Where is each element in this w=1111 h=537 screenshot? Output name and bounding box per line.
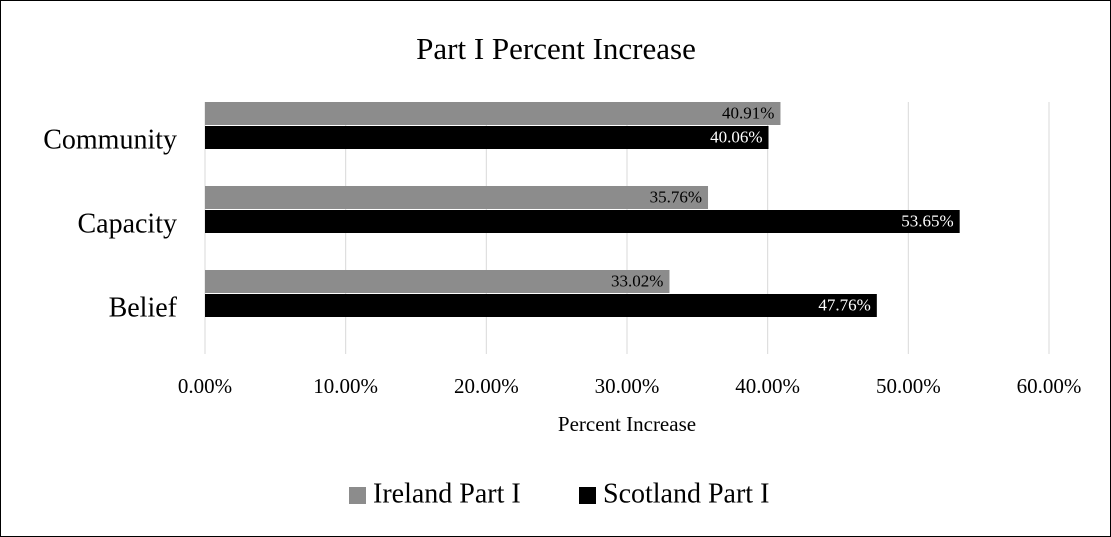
- bar: [205, 102, 781, 125]
- bar: [205, 186, 709, 209]
- data-label: 40.06%: [710, 127, 762, 146]
- category-label: Capacity: [77, 208, 177, 239]
- x-tick-label: 10.00%: [313, 374, 378, 398]
- data-label: 47.76%: [818, 295, 870, 314]
- data-label: 53.65%: [901, 211, 953, 230]
- bar: [205, 126, 769, 149]
- x-tick-label: 40.00%: [735, 374, 800, 398]
- data-label: 35.76%: [650, 187, 702, 206]
- legend: Ireland Part I Scotland Part I: [349, 478, 769, 509]
- legend-swatch: [579, 487, 596, 504]
- data-label: 33.02%: [611, 271, 663, 290]
- bars: 40.91% 40.06% 35.76% 53.65% 33.02% 47.76%: [205, 102, 960, 317]
- bar: [205, 210, 960, 233]
- category-labels: Community Capacity Belief: [43, 124, 177, 323]
- legend-label: Scotland Part I: [603, 478, 769, 509]
- x-tick-label: 20.00%: [454, 374, 519, 398]
- x-tick-label: 50.00%: [876, 374, 941, 398]
- x-tick-label: 30.00%: [595, 374, 660, 398]
- legend-swatch: [349, 487, 366, 504]
- x-tick-label: 0.00%: [178, 374, 232, 398]
- legend-label: Ireland Part I: [373, 478, 521, 509]
- bar: [205, 294, 877, 317]
- chart-title: Part I Percent Increase: [416, 31, 696, 66]
- data-label: 40.91%: [722, 103, 774, 122]
- bar: [205, 270, 670, 293]
- category-label: Belief: [109, 292, 178, 323]
- x-tick-label: 60.00%: [1017, 374, 1082, 398]
- category-label: Community: [43, 124, 177, 155]
- x-axis-title: Percent Increase: [558, 412, 696, 436]
- x-tick-labels: 0.00% 10.00% 20.00% 30.00% 40.00% 50.00% 60.00…: [178, 374, 1082, 398]
